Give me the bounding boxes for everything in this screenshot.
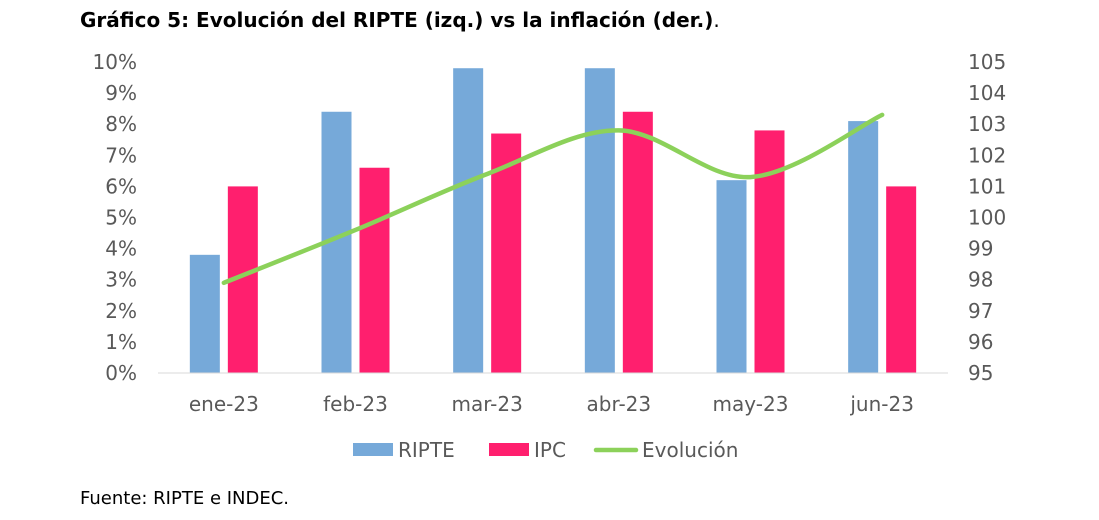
- bar-ripte: [848, 121, 879, 373]
- chart-title-suffix: .: [713, 8, 720, 32]
- y-left-tick-label: 8%: [105, 112, 137, 136]
- bar-ripte: [189, 254, 220, 373]
- bar-ripte: [716, 180, 747, 373]
- source-note: Fuente: RIPTE e INDEC.: [80, 488, 290, 509]
- y-left-tick-label: 3%: [105, 268, 137, 292]
- y-left-tick-label: 0%: [105, 361, 137, 385]
- y-right-tick-label: 101: [968, 174, 1006, 198]
- y-left-tick-label: 6%: [105, 174, 137, 198]
- x-tick-label: jun-23: [849, 392, 914, 416]
- y-right-tick-label: 98: [968, 268, 993, 292]
- bar-ipc: [359, 167, 390, 373]
- legend: RIPTE IPC Evolución: [353, 438, 738, 462]
- y-right-tick-label: 100: [968, 206, 1006, 230]
- legend-label-evolucion: Evolución: [642, 438, 738, 462]
- y-left-tick-label: 4%: [105, 237, 137, 261]
- y-right-tick-label: 102: [968, 143, 1006, 167]
- x-tick-label: mar-23: [451, 392, 522, 416]
- y-right-axis: 95 96 97 98 99 100 101 102 103 104 105: [968, 50, 1006, 385]
- y-right-tick-label: 105: [968, 50, 1006, 74]
- legend-swatch-ipc: [489, 443, 529, 456]
- x-tick-label: abr-23: [587, 392, 652, 416]
- x-tick-label: may-23: [713, 392, 789, 416]
- y-left-tick-label: 7%: [105, 143, 137, 167]
- x-tick-label: feb-23: [323, 392, 388, 416]
- legend-label-ipc: IPC: [534, 438, 566, 462]
- legend-label-ripte: RIPTE: [398, 438, 455, 462]
- x-tick-label: ene-23: [189, 392, 259, 416]
- y-left-tick-label: 1%: [105, 330, 137, 354]
- y-right-tick-label: 97: [968, 299, 993, 323]
- y-left-axis: 0% 1% 2% 3% 4% 5% 6% 7% 8% 9% 10%: [93, 50, 137, 385]
- legend-swatch-ripte: [353, 443, 393, 456]
- bar-ripte: [584, 68, 615, 373]
- bar-ipc: [622, 111, 653, 373]
- bar-ipc: [754, 130, 785, 373]
- y-left-tick-label: 2%: [105, 299, 137, 323]
- y-right-tick-label: 103: [968, 112, 1006, 136]
- chart-title: Gráfico 5: Evolución del RIPTE (izq.) vs…: [80, 8, 720, 32]
- y-left-tick-label: 9%: [105, 81, 137, 105]
- y-right-tick-label: 95: [968, 361, 993, 385]
- y-right-tick-label: 99: [968, 237, 993, 261]
- bar-ipc: [886, 186, 917, 373]
- x-axis: ene-23 feb-23 mar-23 abr-23 may-23 jun-23: [189, 392, 914, 416]
- y-left-tick-label: 5%: [105, 206, 137, 230]
- bar-ripte: [453, 68, 484, 373]
- bar-ipc: [491, 133, 522, 373]
- line-series: [221, 112, 885, 286]
- bars: [189, 68, 917, 373]
- y-right-tick-label: 96: [968, 330, 993, 354]
- line-evolución: [221, 112, 885, 286]
- y-left-tick-label: 10%: [93, 50, 137, 74]
- y-right-tick-label: 104: [968, 81, 1006, 105]
- chart-title-text: Gráfico 5: Evolución del RIPTE (izq.) vs…: [80, 8, 714, 32]
